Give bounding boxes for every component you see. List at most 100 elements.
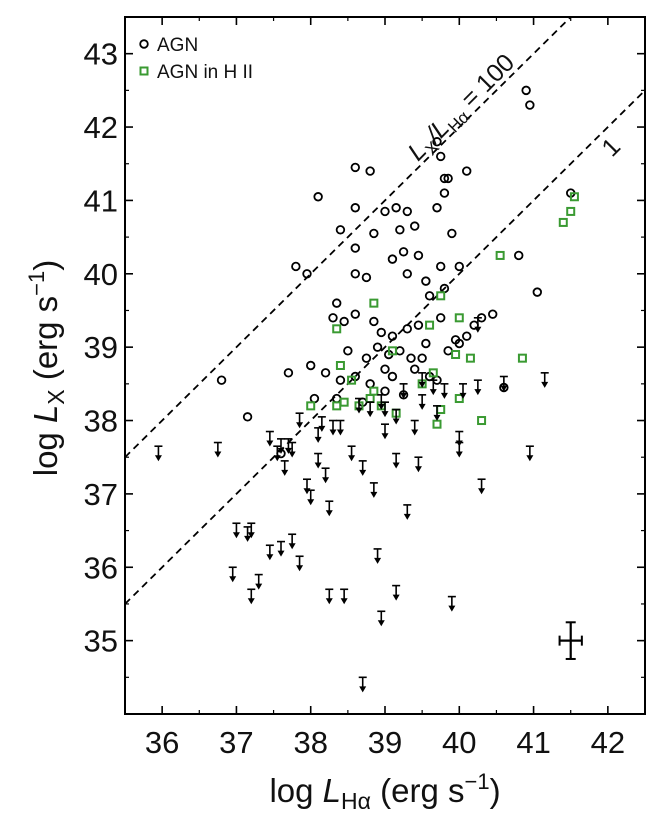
agn-point [432,203,442,213]
agn-in-hii-point [369,386,379,396]
agn-in-hii-point [436,291,446,301]
agn-in-hii-point [332,401,342,411]
data-points [154,85,579,693]
agn-point [436,151,446,162]
upper-limit-point [347,445,356,462]
upper-limit-point [317,416,326,432]
agn-point [306,360,316,371]
agn-in-hii-point [369,298,379,308]
agn-point [283,368,294,378]
upper-limit-point [473,317,482,333]
agn-point [380,206,390,217]
agn-in-hii-point [335,361,345,370]
agn-point [421,338,431,349]
upper-limit-point [329,419,337,436]
upper-limit-point [525,445,534,462]
upper-limit-point [325,588,334,605]
upper-limit-point [288,441,297,458]
agn-point [376,327,386,338]
agn-point [313,192,323,202]
agn-point [532,287,542,297]
upper-limit-point [358,460,367,476]
upper-limit-point [377,610,386,627]
x-tick-label: 36 [145,725,179,760]
upper-limit-point [321,467,330,484]
y-tick-label: 40 [84,257,118,292]
upper-limit-point [243,526,252,542]
agn-point [521,85,531,96]
agn-point [454,261,464,272]
agn-in-hii-point [558,217,568,227]
agn-in-hii-point [454,313,464,323]
agn-in-hii-point [451,349,461,359]
upper-limit-point [540,372,549,388]
agn-point [350,162,360,173]
agn-point [410,221,420,231]
upper-limit-point [303,478,311,495]
agn-point [380,386,390,396]
upper-limit-point [366,401,375,418]
agn-point [443,346,453,356]
y-tick-label: 41 [84,183,118,218]
agn-in-hii-point [306,401,316,411]
agn-point [365,166,375,176]
upper-limit-point [280,460,289,476]
agn-point [436,313,446,323]
legend-agn-in-hii-marker [139,66,149,76]
agn-point [406,353,416,363]
agn-point [410,364,420,374]
agn-point [387,254,398,264]
upper-limit-point [369,482,378,498]
ratio-1-label: 1 [596,133,626,163]
upper-limit-point [277,438,285,454]
agn-point [424,291,435,301]
agn-in-hii-point [365,394,375,404]
y-axis-label: log LX (erg s−1) [24,260,69,477]
upper-limit-point [295,555,304,572]
agn-point [387,371,398,382]
upper-limit-point [403,504,412,520]
upper-limit-point [447,595,456,612]
upper-limit-point [433,405,441,421]
typical-error-bar [558,621,583,660]
ratio-100-label: LX/LHα = 100 [402,49,523,170]
agn-point [369,316,379,327]
agn-point [454,338,464,349]
reference-line-ratio-100 [125,17,572,458]
upper-limit-point [273,445,282,462]
agn-point [413,250,424,261]
agn-point [488,309,498,319]
agn-point [380,364,390,374]
upper-limit-point [154,445,163,462]
agn-point [421,276,431,286]
y-tick-label: 43 [84,37,118,72]
upper-limit-point [499,375,508,392]
legend-agn-marker [139,39,149,49]
upper-limit-point [377,394,386,410]
agn-point [462,166,472,176]
agn-in-hii-point [425,320,435,330]
x-tick-label: 41 [516,725,550,760]
upper-limit-point [473,379,482,396]
upper-limit-point [254,573,263,590]
upper-limit-point [265,544,274,561]
agn-in-hii-point [495,250,505,260]
agn-point [402,269,412,279]
agn-point [525,100,535,110]
agn-in-hii-point [569,192,579,202]
upper-limit-point [336,419,345,436]
agn-point [216,375,227,385]
upper-limit-point [455,430,464,447]
agn-point [398,247,409,257]
agn-point [350,243,360,253]
agn-in-hii-point [566,206,576,216]
agn-in-hii-point [339,397,349,407]
upper-limit-point [284,438,293,454]
upper-limit-point [410,419,419,436]
agn-point [335,225,346,235]
agn-point [350,269,360,279]
upper-limit-point [213,441,222,458]
agn-point [387,331,398,341]
legend-agn-in-hii-label: AGN in H II [157,62,253,83]
x-tick-label: 38 [293,725,327,760]
